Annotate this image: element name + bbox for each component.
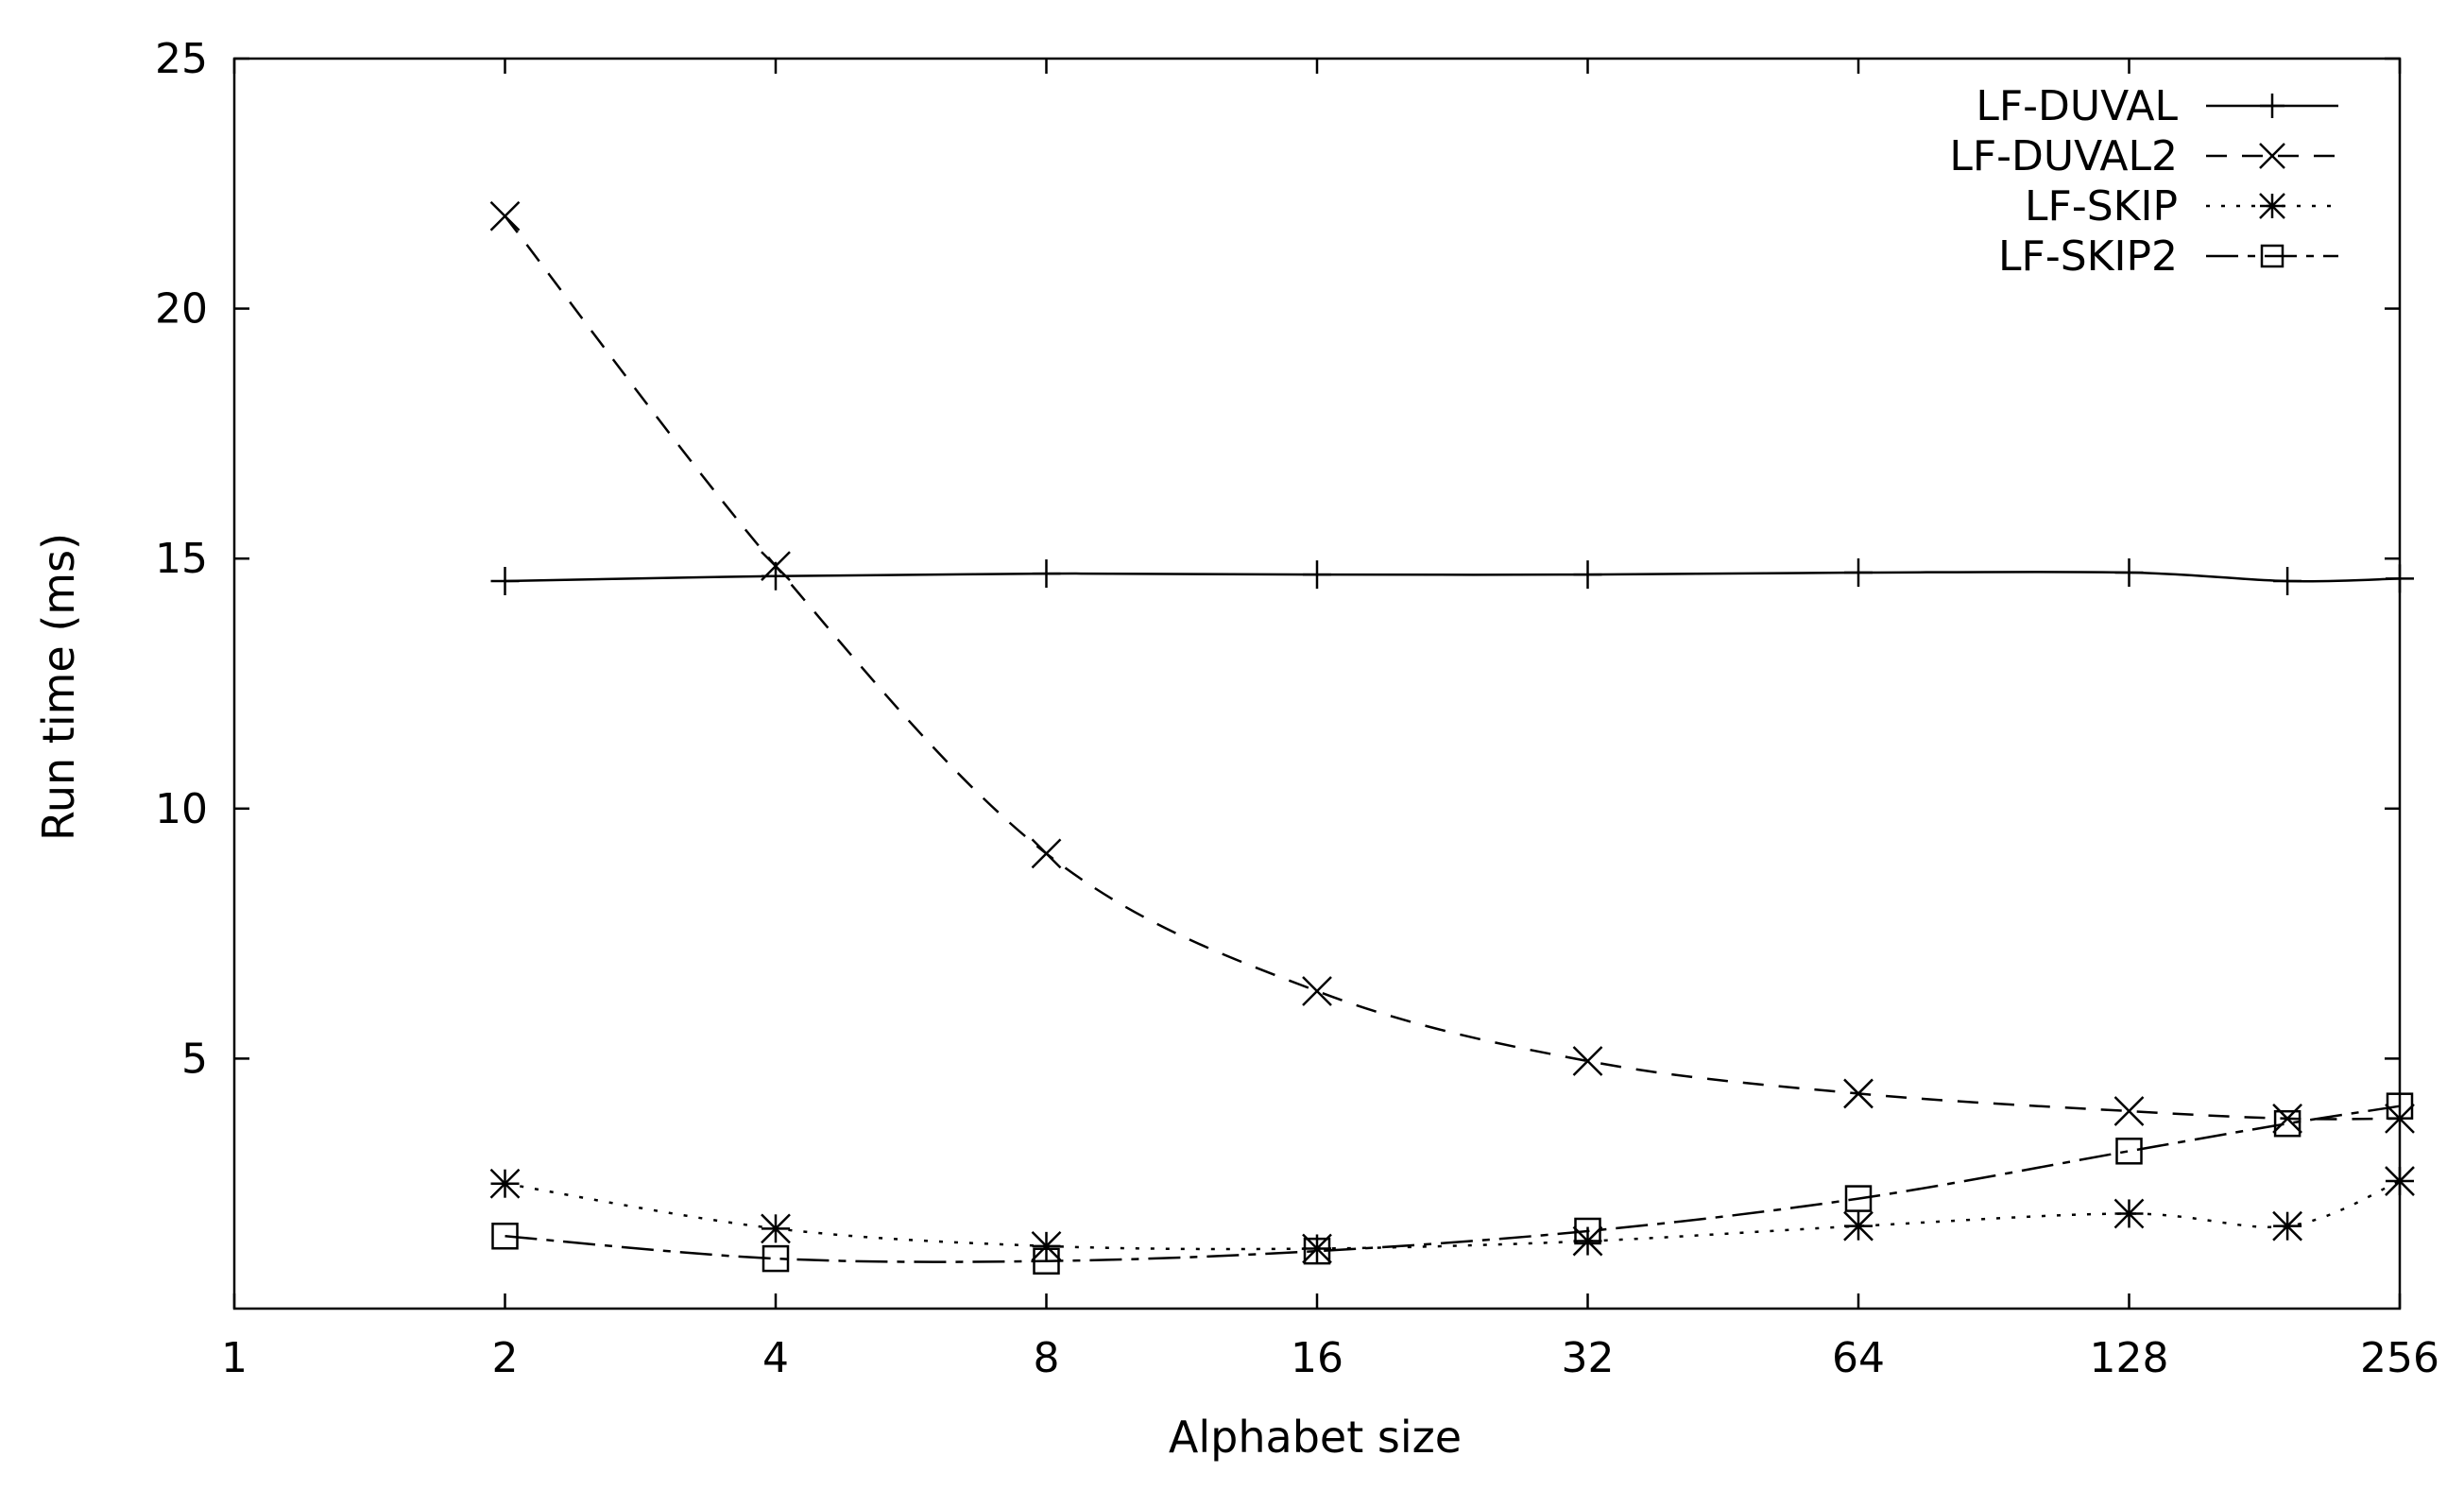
data-point-lf-skip2: [761, 1244, 790, 1273]
y-tick-label: 10: [155, 785, 208, 833]
x-axis: 1 2 4 8 16 32 64 128 256: [221, 59, 2439, 1382]
data-point-lf-skip: [2113, 1198, 2145, 1229]
data-point-lf-duval: [2114, 558, 2144, 588]
y-tick-label: 20: [155, 285, 208, 334]
data-point-lf-skip: [1843, 1210, 1874, 1242]
legend-label-lf-duval: LF-DUVAL: [1976, 82, 2178, 130]
data-point-lf-duval2: [1302, 976, 1332, 1006]
data-point-lf-skip: [1572, 1225, 1603, 1257]
data-point-lf-duval2: [1843, 1078, 1874, 1109]
x-tick-label: 16: [1291, 1334, 1343, 1382]
data-point-lf-duval: [1573, 560, 1602, 590]
series-line-lf-skip: [505, 1179, 2401, 1251]
data-point-lf-skip: [2272, 1210, 2302, 1242]
series-markers: [489, 200, 2415, 1275]
data-point-lf-skip: [2385, 1166, 2415, 1196]
data-point-lf-duval2: [2272, 1104, 2302, 1134]
x-tick-label: 8: [1034, 1334, 1060, 1382]
x-tick-label: 32: [1562, 1334, 1615, 1382]
data-point-lf-skip2: [1844, 1185, 1873, 1212]
series-line-lf-duval2: [504, 214, 2401, 1121]
data-point-lf-duval2: [2113, 1096, 2145, 1126]
data-point-lf-duval2: [489, 200, 521, 231]
series-line-lf-duval: [505, 571, 2401, 583]
series-points-lf-duval: [490, 558, 2414, 596]
data-point-lf-skip2: [1303, 1237, 1331, 1265]
x-tick-label: 1: [221, 1334, 248, 1382]
x-tick-label: 4: [762, 1334, 789, 1382]
data-point-lf-duval: [2273, 567, 2302, 596]
legend-label-lf-duval2: LF-DUVAL2: [1949, 132, 2178, 180]
series-line-lf-skip2: [505, 1105, 2401, 1263]
data-point-lf-duval2: [761, 551, 791, 582]
data-point-lf-skip2: [1574, 1217, 1601, 1245]
series-points-lf-duval2: [489, 200, 2415, 1134]
legend-label-lf-skip2: LF-SKIP2: [1998, 232, 2178, 281]
x-axis-label: Alphabet size: [1169, 1412, 1462, 1463]
y-tick-label: 15: [155, 535, 208, 583]
data-point-lf-skip: [1031, 1230, 1062, 1261]
series-points-lf-skip: [489, 1166, 2415, 1264]
data-point-lf-skip: [761, 1213, 791, 1244]
series-points-lf-skip2: [491, 1092, 2414, 1275]
x-tick-label: 256: [2360, 1334, 2439, 1382]
y-tick-label: 25: [155, 35, 208, 83]
data-point-lf-duval: [1032, 559, 1061, 589]
x-tick-label: 128: [2090, 1334, 2169, 1382]
x-tick-label: 2: [492, 1334, 519, 1382]
data-point-lf-skip2: [2273, 1109, 2301, 1138]
y-axis-label: Run time (ms): [33, 533, 84, 841]
legend-marker-lf-duval2: [2259, 143, 2285, 169]
data-point-lf-duval2: [1572, 1046, 1603, 1076]
legend-label-lf-skip: LF-SKIP: [2025, 182, 2178, 231]
data-point-lf-skip2: [2386, 1092, 2414, 1120]
legend-marker-lf-skip: [2259, 193, 2285, 219]
data-point-lf-duval: [490, 567, 520, 596]
series-lines: [504, 214, 2401, 1263]
data-point-lf-duval2: [1031, 838, 1062, 869]
data-point-lf-skip2: [491, 1223, 519, 1250]
data-point-lf-duval: [2386, 564, 2414, 593]
data-point-lf-skip: [489, 1168, 521, 1199]
y-tick-label: 5: [181, 1035, 208, 1083]
y-axis: 5 10 15 20 25: [155, 35, 2400, 1083]
legend-marker-lf-duval: [2260, 94, 2284, 118]
data-point-lf-duval: [1844, 558, 1873, 588]
x-tick-label: 64: [1832, 1334, 1885, 1382]
data-point-lf-duval: [1303, 560, 1331, 590]
legend-marker-lf-skip2: [2260, 244, 2284, 268]
data-point-lf-skip2: [2115, 1138, 2143, 1165]
data-point-lf-skip2: [1033, 1247, 1060, 1275]
